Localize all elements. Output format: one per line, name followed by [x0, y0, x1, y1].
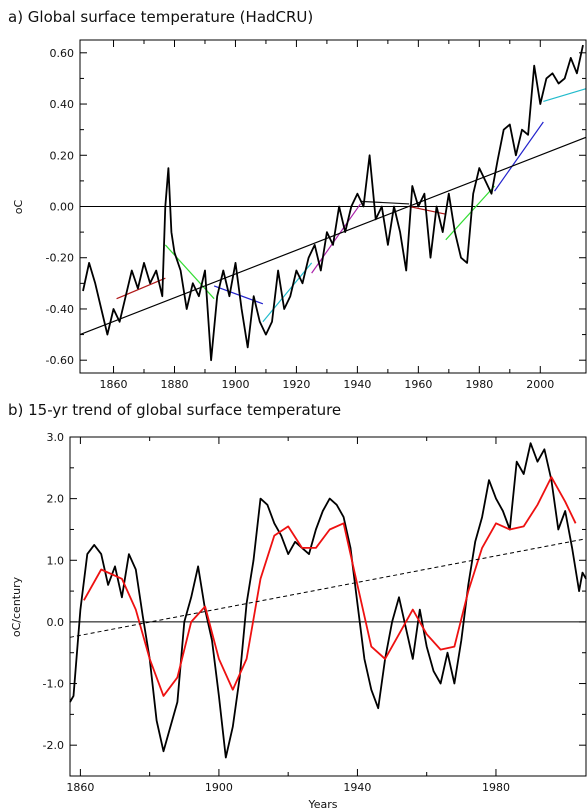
panel-a-xtick-label: 1980: [465, 378, 493, 391]
panel-a-xtick-label: 1940: [343, 378, 371, 391]
panel-a-trend-segment: [409, 205, 446, 215]
panel-b-ytick-label: 1.0: [47, 554, 65, 567]
panel-b-ytick-label: 3.0: [47, 431, 65, 444]
panel-a-xtick-label: 2000: [526, 378, 554, 391]
panel-a-trend-segment: [360, 200, 410, 205]
panel-b-ylabel: oC/century: [10, 576, 23, 637]
panel-b-xlabel: Years: [307, 798, 337, 811]
panel-a-plot: 1860 1880 1900 1920 1940 1960 1980 2000 -0.60 -0.…: [46, 39, 587, 391]
panel-b-xtick-label: 1940: [343, 781, 371, 794]
panel-b-ytick-label: 0.0: [47, 616, 65, 629]
panel-a-ytick-label: -0.60: [46, 354, 74, 367]
panel-a-series-line: [82, 44, 584, 362]
panel-a-xtick-label: 1880: [160, 378, 188, 391]
panel-a-ytick-label: 0.20: [50, 149, 75, 162]
panel-b-title: b) 15-yr trend of global surface tempera…: [8, 401, 341, 419]
panel-a-xtick-label: 1920: [282, 378, 310, 391]
panel-b-plot: 1860 1900 1940 1980 -2.0 -1.0 0.0 1.0 2.0 3.0: [43, 431, 587, 794]
panel-a-trend-segment: [543, 88, 587, 103]
panel-b-xtick-label: 1860: [66, 781, 94, 794]
panel-a-ytick-label: -0.20: [46, 252, 74, 265]
panel-a-ytick-label: 0.60: [50, 47, 75, 60]
panel-a-xtick-label: 1960: [404, 378, 432, 391]
panel-a-ytick-label: 0.00: [50, 201, 75, 214]
panel-a-trend-segment: [262, 262, 313, 323]
panel-a-trend-segment: [79, 136, 587, 336]
panel-b-trend-line: [69, 538, 587, 638]
panel-a-trend-segment: [116, 277, 166, 300]
panel-a-ytick-label: -0.40: [46, 303, 74, 316]
panel-b-ytick-label: 2.0: [47, 493, 65, 506]
panel-a-title: a) Global surface temperature (HadCRU): [8, 8, 313, 26]
panel-a-xtick-label: 1900: [221, 378, 249, 391]
panel-b-frame: [69, 436, 587, 777]
panel-b-xtick-label: 1980: [482, 781, 510, 794]
panel-b-ytick-label: -2.0: [43, 739, 64, 752]
panel-a-trend-segment: [311, 203, 361, 274]
panel-a-ylabel: oC: [12, 199, 25, 214]
panel-b-ytick-label: -1.0: [43, 678, 64, 691]
panel-b-series-line: [69, 442, 587, 759]
panel-a-ytick-label: 0.40: [50, 98, 75, 111]
panel-b-series-line: [83, 476, 577, 697]
panel-a-xtick-label: 1860: [100, 378, 128, 391]
panel-b-xtick-label: 1900: [205, 781, 233, 794]
panel-a-trend-segment: [494, 121, 544, 192]
